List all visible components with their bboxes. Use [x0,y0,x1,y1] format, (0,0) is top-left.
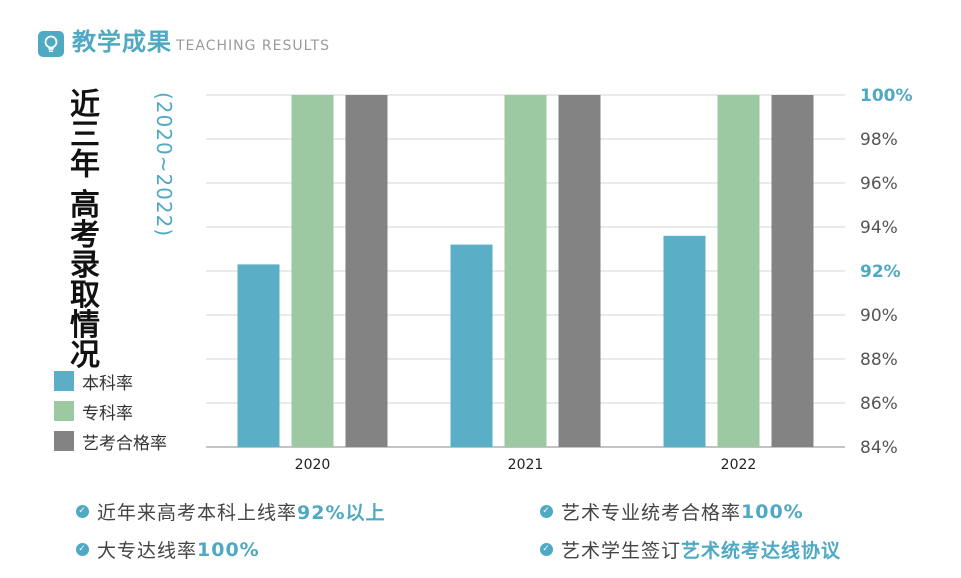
check-icon: ✓ [540,505,553,518]
note-undergrad-rate: ✓ 近年来高考本科上线率 92%以上 [76,498,386,525]
note-art-pass-rate: ✓ 艺术专业统考合格率 100% [540,498,804,525]
bar-2021-s1 [504,95,547,447]
y-tick-label: 94% [860,218,898,238]
legend-item-undergrad: 本科率 [54,366,167,396]
summary-notes: ✓ 近年来高考本科上线率 92%以上 ✓ 艺术专业统考合格率 100% ✓ 大专达线… [0,496,961,576]
bar-2021-s0 [450,244,493,447]
y-tick-label: 92% [860,262,901,282]
y-tick-label: 98% [860,130,898,150]
note-art-agreement: ✓ 艺术学生签订 艺术统考达线协议 [540,536,841,563]
legend-label-undergrad: 本科率 [82,373,133,394]
bar-2021-s2 [558,95,601,447]
y-tick-label: 90% [860,306,898,326]
note-highlight: 92%以上 [297,502,386,524]
legend-item-junior-college: 专科率 [54,396,167,426]
legend-swatch-undergrad [54,371,74,391]
bar-2022-s1 [717,95,760,447]
page-subtitle: TEACHING RESULTS [176,38,330,54]
note-text: 近年来高考本科上线率 [97,502,298,524]
bar-2020-s2 [345,95,388,447]
legend-label-junior-college: 专科率 [82,403,133,424]
check-icon: ✓ [540,543,553,556]
page-header: 教学成果 TEACHING RESULTS [38,22,330,57]
page-title: 教学成果 [72,28,172,56]
x-tick-label: 2020 [295,457,331,473]
bar-2022-s0 [663,235,706,447]
bar-chart: 84% 86% 88% 90% 92% 94% 96% 98% 100% 2020 2021 2022 [206,86,913,473]
note-junior-college-rate: ✓ 大专达线率 100% [76,536,260,563]
x-tick-label: 2021 [508,457,544,473]
check-icon: ✓ [76,505,89,518]
legend-label-art-exam: 艺考合格率 [82,433,167,454]
note-text: 艺术专业统考合格率 [561,502,742,524]
note-text: 大专达线率 [97,540,198,562]
note-highlight: 100% [197,538,260,561]
y-tick-label: 86% [860,394,898,414]
chart-legend: 本科率 专科率 艺考合格率 [54,366,167,456]
legend-swatch-junior-college [54,401,74,421]
lightbulb-icon [38,31,64,57]
legend-swatch-art-exam [54,431,74,451]
side-title-years: (2020~2022) [152,92,176,238]
y-tick-label: 84% [860,438,898,458]
y-tick-label: 100% [860,86,913,106]
check-icon: ✓ [76,543,89,556]
side-title: 近三年 高考录取情况 [64,88,99,369]
bar-2020-s0 [237,264,280,447]
note-highlight: 100% [741,500,804,523]
x-tick-label: 2022 [721,457,757,473]
bar-2020-s1 [291,95,334,447]
legend-item-art-exam: 艺考合格率 [54,426,167,456]
y-tick-label: 88% [860,350,898,370]
note-highlight: 艺术统考达线协议 [681,540,842,562]
bar-2022-s2 [771,95,814,447]
note-text: 艺术学生签订 [561,540,682,562]
y-tick-label: 96% [860,174,898,194]
